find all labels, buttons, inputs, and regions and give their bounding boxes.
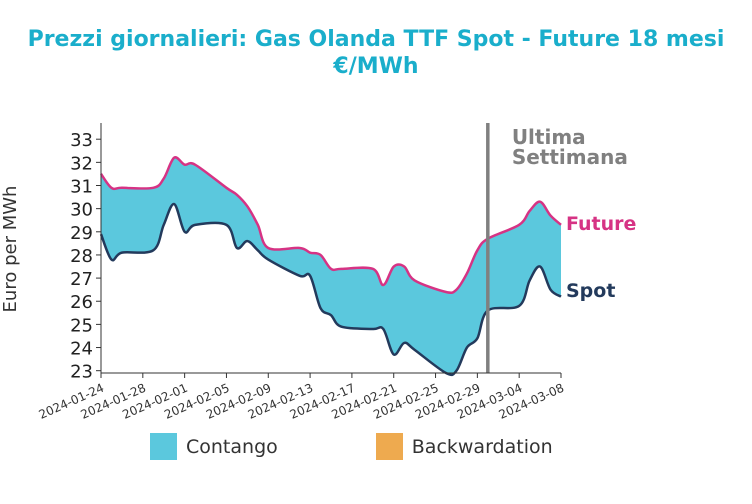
y-tick-label: 25 [70, 315, 93, 336]
y-tick-label: 23 [70, 362, 93, 383]
y-tick-label: 31 [70, 177, 93, 198]
y-axis-label: Euro per MWh [0, 186, 21, 313]
spot-series-label: Spot [566, 280, 615, 302]
y-tick-label: 33 [70, 130, 93, 151]
legend-item-backwardation: Backwardation [375, 433, 553, 460]
chart-title-line-1: Prezzi giornalieri: Gas Olanda TTF Spot … [27, 27, 725, 52]
legend-label-backwardation: Backwardation [411, 435, 553, 458]
y-tick-label: 27 [70, 269, 93, 290]
last-week-label-line-2: Settimana [512, 145, 628, 169]
future-series-label: Future [566, 213, 636, 235]
y-tick-label: 26 [70, 292, 93, 313]
legend-swatch-contango [150, 433, 177, 460]
y-tick-label: 24 [70, 339, 93, 360]
series-labels: Future Spot [566, 213, 636, 302]
legend: Contango Backwardation [150, 433, 651, 460]
y-tick-label: 28 [70, 246, 93, 267]
future-line [99, 156, 562, 294]
legend-item-contango: Contango [150, 433, 278, 460]
y-tick-label: 32 [70, 153, 93, 174]
last-week-label-line-1: Ultima [512, 125, 586, 149]
spot-line [99, 202, 562, 377]
legend-swatch-backwardation [375, 433, 403, 460]
y-tick-label: 30 [70, 200, 93, 221]
contango-area [101, 157, 561, 375]
chart-title: Prezzi giornalieri: Gas Olanda TTF Spot … [0, 26, 752, 80]
chart-title-line-2: €/MWh [333, 54, 419, 79]
legend-label-contango: Contango [186, 435, 278, 458]
y-tick-label: 29 [70, 223, 93, 244]
x-axis: 2024-01-242024-01-282024-02-012024-02-05… [37, 372, 566, 422]
